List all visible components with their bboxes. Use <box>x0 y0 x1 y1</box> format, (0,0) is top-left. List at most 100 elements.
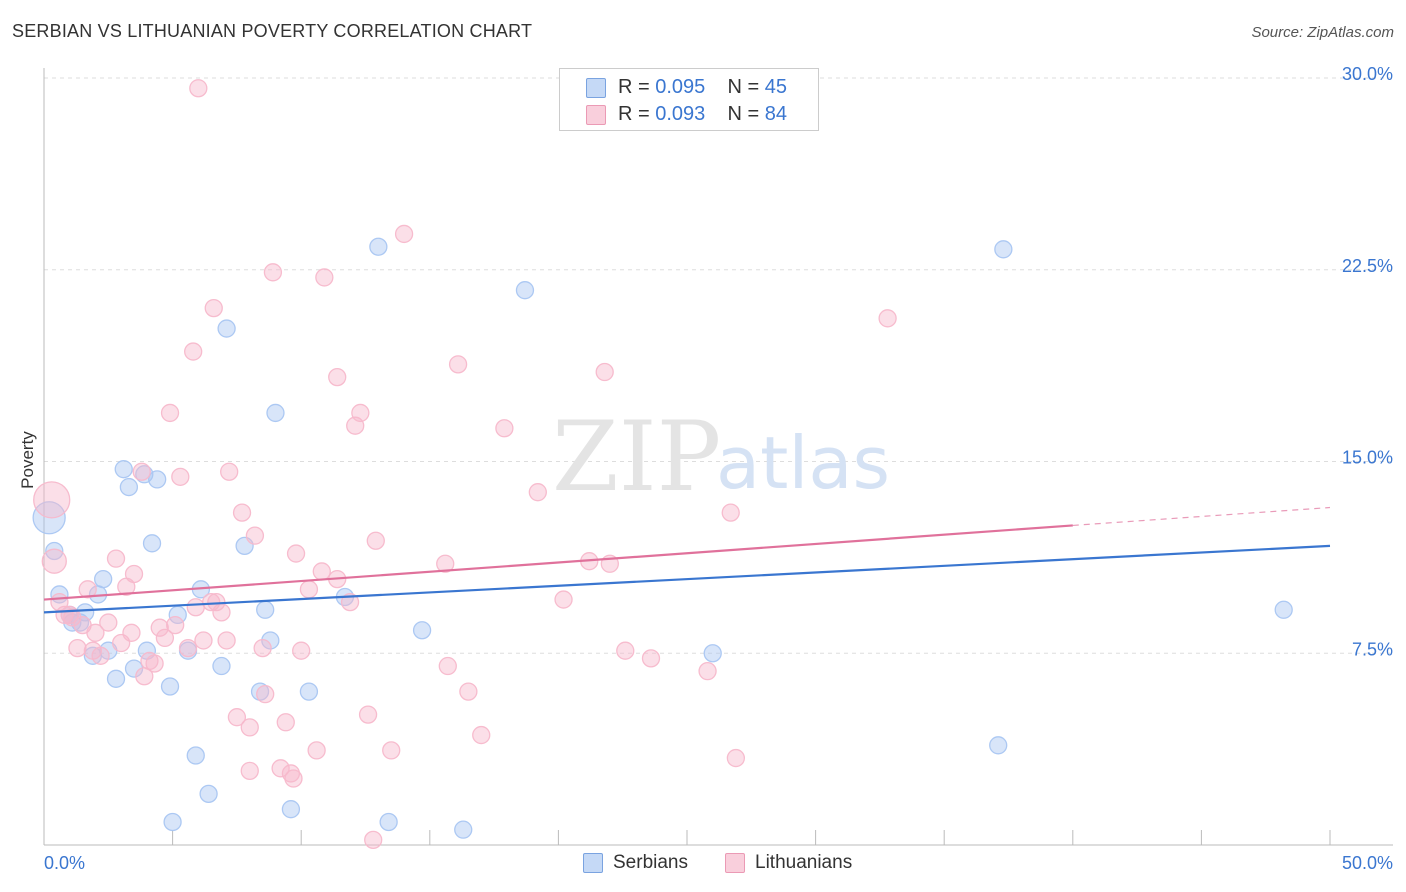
legend-swatch-lithuanians <box>586 105 606 125</box>
point-lithuanians <box>245 526 265 545</box>
point-serbians <box>119 477 139 497</box>
point-lithuanians <box>78 580 97 599</box>
legend-r-label: R = <box>618 76 656 98</box>
point-lithuanians <box>240 718 259 737</box>
series-legend: Serbians Lithuanians <box>0 850 1406 878</box>
point-serbians <box>256 600 275 619</box>
point-lithuanians <box>366 531 385 550</box>
point-lithuanians <box>528 483 547 502</box>
point-lithuanians <box>438 656 457 676</box>
point-lithuanians <box>382 741 401 760</box>
point-lithuanians <box>495 419 514 438</box>
legend-r-value: 0.095 <box>655 76 706 98</box>
point-serbians <box>989 736 1008 755</box>
point-lithuanians <box>698 661 717 681</box>
trendline-lithuanians-extension <box>1072 506 1331 527</box>
point-lithuanians <box>204 298 223 318</box>
chart-title: SERBIAN VS LITHUANIAN POVERTY CORRELATIO… <box>12 21 533 41</box>
point-lithuanians <box>358 705 378 724</box>
point-lithuanians <box>150 618 169 637</box>
legend-r-value: 0.093 <box>655 103 706 125</box>
legend-label-serbians: Serbians <box>613 852 688 873</box>
point-lithuanians <box>554 590 573 609</box>
point-serbians <box>106 669 126 688</box>
point-serbians <box>379 812 398 832</box>
point-lithuanians <box>340 592 360 612</box>
point-serbians <box>199 784 218 804</box>
point-serbians <box>299 682 319 701</box>
source-credit: Source: ZipAtlas.com <box>1251 24 1394 41</box>
point-serbians <box>212 656 231 676</box>
point-lithuanians <box>220 462 239 481</box>
correlation-legend: R = 0.095 N = 45 R = 0.093 N = 84 <box>559 68 819 131</box>
point-lithuanians <box>132 462 151 481</box>
trend-lines <box>43 506 1331 614</box>
point-lithuanians <box>364 830 383 850</box>
watermark-atlas: atlas <box>716 421 890 505</box>
point-lithuanians <box>351 403 370 423</box>
point-lithuanians <box>292 641 311 660</box>
trendline-serbians <box>43 544 1331 614</box>
point-serbians <box>369 237 388 256</box>
point-lithuanians <box>160 403 180 423</box>
legend-label-lithuanians: Lithuanians <box>755 852 853 873</box>
point-lithuanians <box>68 638 87 658</box>
point-lithuanians <box>212 603 231 622</box>
point-lithuanians <box>122 623 141 642</box>
tick-labels: 7.5% 15.0% 22.5% 30.0% 0.0% 50.0% <box>44 64 1393 873</box>
point-lithuanians <box>178 638 198 658</box>
legend-n-value: 45 <box>764 76 788 98</box>
point-lithuanians <box>448 355 468 374</box>
point-lithuanians <box>263 263 283 282</box>
y-tick-label: 15.0% <box>1342 448 1393 468</box>
x-tick-label: 50.0% <box>1342 853 1393 873</box>
point-serbians <box>1274 600 1293 619</box>
point-lithuanians <box>394 224 414 244</box>
point-serbians <box>142 534 162 553</box>
point-lithuanians <box>616 641 635 660</box>
point-lithuanians <box>189 79 208 98</box>
point-lithuanians <box>436 554 455 573</box>
legend-n-label: N = <box>727 76 765 98</box>
point-lithuanians <box>721 503 740 522</box>
point-lithuanians <box>232 503 252 522</box>
point-lithuanians <box>86 623 105 642</box>
legend-n-value: 84 <box>764 103 788 125</box>
point-lithuanians <box>99 613 118 632</box>
point-serbians <box>148 470 167 489</box>
legend-swatch-serbians <box>586 78 606 98</box>
point-lithuanians <box>312 562 331 581</box>
point-serbians <box>515 281 535 300</box>
point-lithuanians <box>186 598 205 617</box>
point-serbians <box>266 403 285 423</box>
point-lithuanians <box>155 628 175 648</box>
legend-swatch-serbians <box>583 853 603 873</box>
point-lithuanians <box>91 646 110 665</box>
point-lithuanians <box>41 548 67 574</box>
gridlines <box>44 77 1393 654</box>
point-lithuanians <box>124 564 144 584</box>
point-lithuanians <box>240 761 259 781</box>
axes <box>43 68 1393 846</box>
point-lithuanians <box>171 467 190 486</box>
point-lithuanians <box>217 631 236 650</box>
point-serbians <box>114 460 133 479</box>
point-serbians <box>281 800 301 819</box>
legend-swatch-lithuanians <box>725 853 745 873</box>
point-serbians <box>186 746 205 765</box>
data-points <box>32 79 1293 850</box>
point-lithuanians <box>315 268 334 287</box>
point-serbians <box>163 812 182 832</box>
point-lithuanians <box>459 682 478 701</box>
point-lithuanians <box>284 769 303 788</box>
y-tick-label: 7.5% <box>1352 639 1393 659</box>
point-lithuanians <box>286 544 306 563</box>
x-tick-label: 0.0% <box>44 853 85 873</box>
point-lithuanians <box>595 362 614 382</box>
point-lithuanians <box>299 580 319 599</box>
point-lithuanians <box>281 764 301 783</box>
point-lithuanians <box>641 649 661 668</box>
trendline-lithuanians <box>43 524 1073 601</box>
point-serbians <box>94 569 113 589</box>
point-lithuanians <box>256 685 275 704</box>
